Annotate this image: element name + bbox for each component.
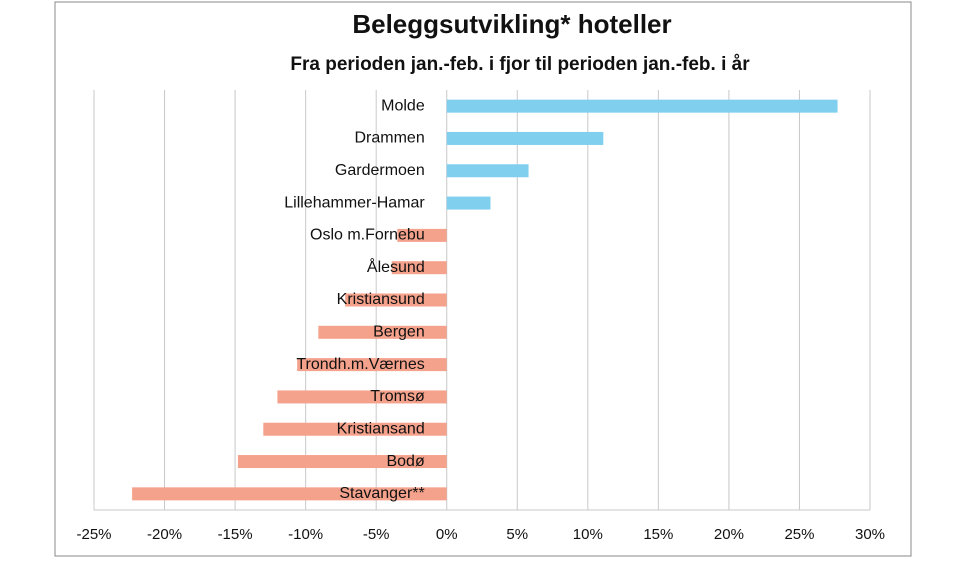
category-label: Bodø	[386, 453, 424, 470]
chart-title: Beleggsutvikling* hoteller	[352, 9, 671, 39]
bar	[237, 455, 447, 469]
x-tick-label: -5%	[363, 526, 390, 543]
bar	[263, 422, 447, 436]
bar	[318, 325, 447, 339]
x-tick-label: -20%	[147, 526, 182, 543]
category-label: Bergen	[373, 324, 425, 341]
category-label: Gardermoen	[335, 162, 425, 179]
category-label: Kristiansund	[337, 291, 425, 308]
bar	[446, 131, 604, 145]
bar	[297, 358, 447, 372]
chart-frame	[54, 1, 912, 557]
category-label: Oslo m.Fornebu	[310, 227, 425, 244]
bar	[397, 228, 447, 242]
bar	[446, 164, 529, 178]
x-tick-label: 5%	[506, 526, 528, 543]
x-tick-label: 25%	[784, 526, 814, 543]
x-tick-label: 10%	[573, 526, 603, 543]
category-label: Stavanger**	[339, 485, 424, 502]
x-tick-label: 15%	[643, 526, 673, 543]
category-label: Lillehammer-Hamar	[284, 194, 425, 211]
bar	[277, 390, 447, 404]
category-label: Trondh.m.Værnes	[296, 356, 424, 373]
category-label: Ålesund	[367, 257, 425, 276]
category-label: Drammen	[354, 130, 424, 147]
x-tick-label: 0%	[436, 526, 458, 543]
bar	[132, 487, 447, 501]
x-tick-label: -15%	[218, 526, 253, 543]
category-label: Tromsø	[370, 388, 425, 405]
x-tick-label: -25%	[76, 526, 111, 543]
x-tick-label: 30%	[855, 526, 885, 543]
x-tick-label: -10%	[288, 526, 323, 543]
bar	[446, 99, 838, 113]
bar	[446, 196, 491, 210]
category-label: Molde	[381, 97, 425, 114]
x-tick-label: 20%	[714, 526, 744, 543]
bar	[345, 293, 447, 307]
chart-subtitle: Fra perioden jan.-feb. i fjor til period…	[290, 54, 750, 75]
category-label: Kristiansand	[337, 420, 425, 437]
bar	[391, 261, 447, 275]
